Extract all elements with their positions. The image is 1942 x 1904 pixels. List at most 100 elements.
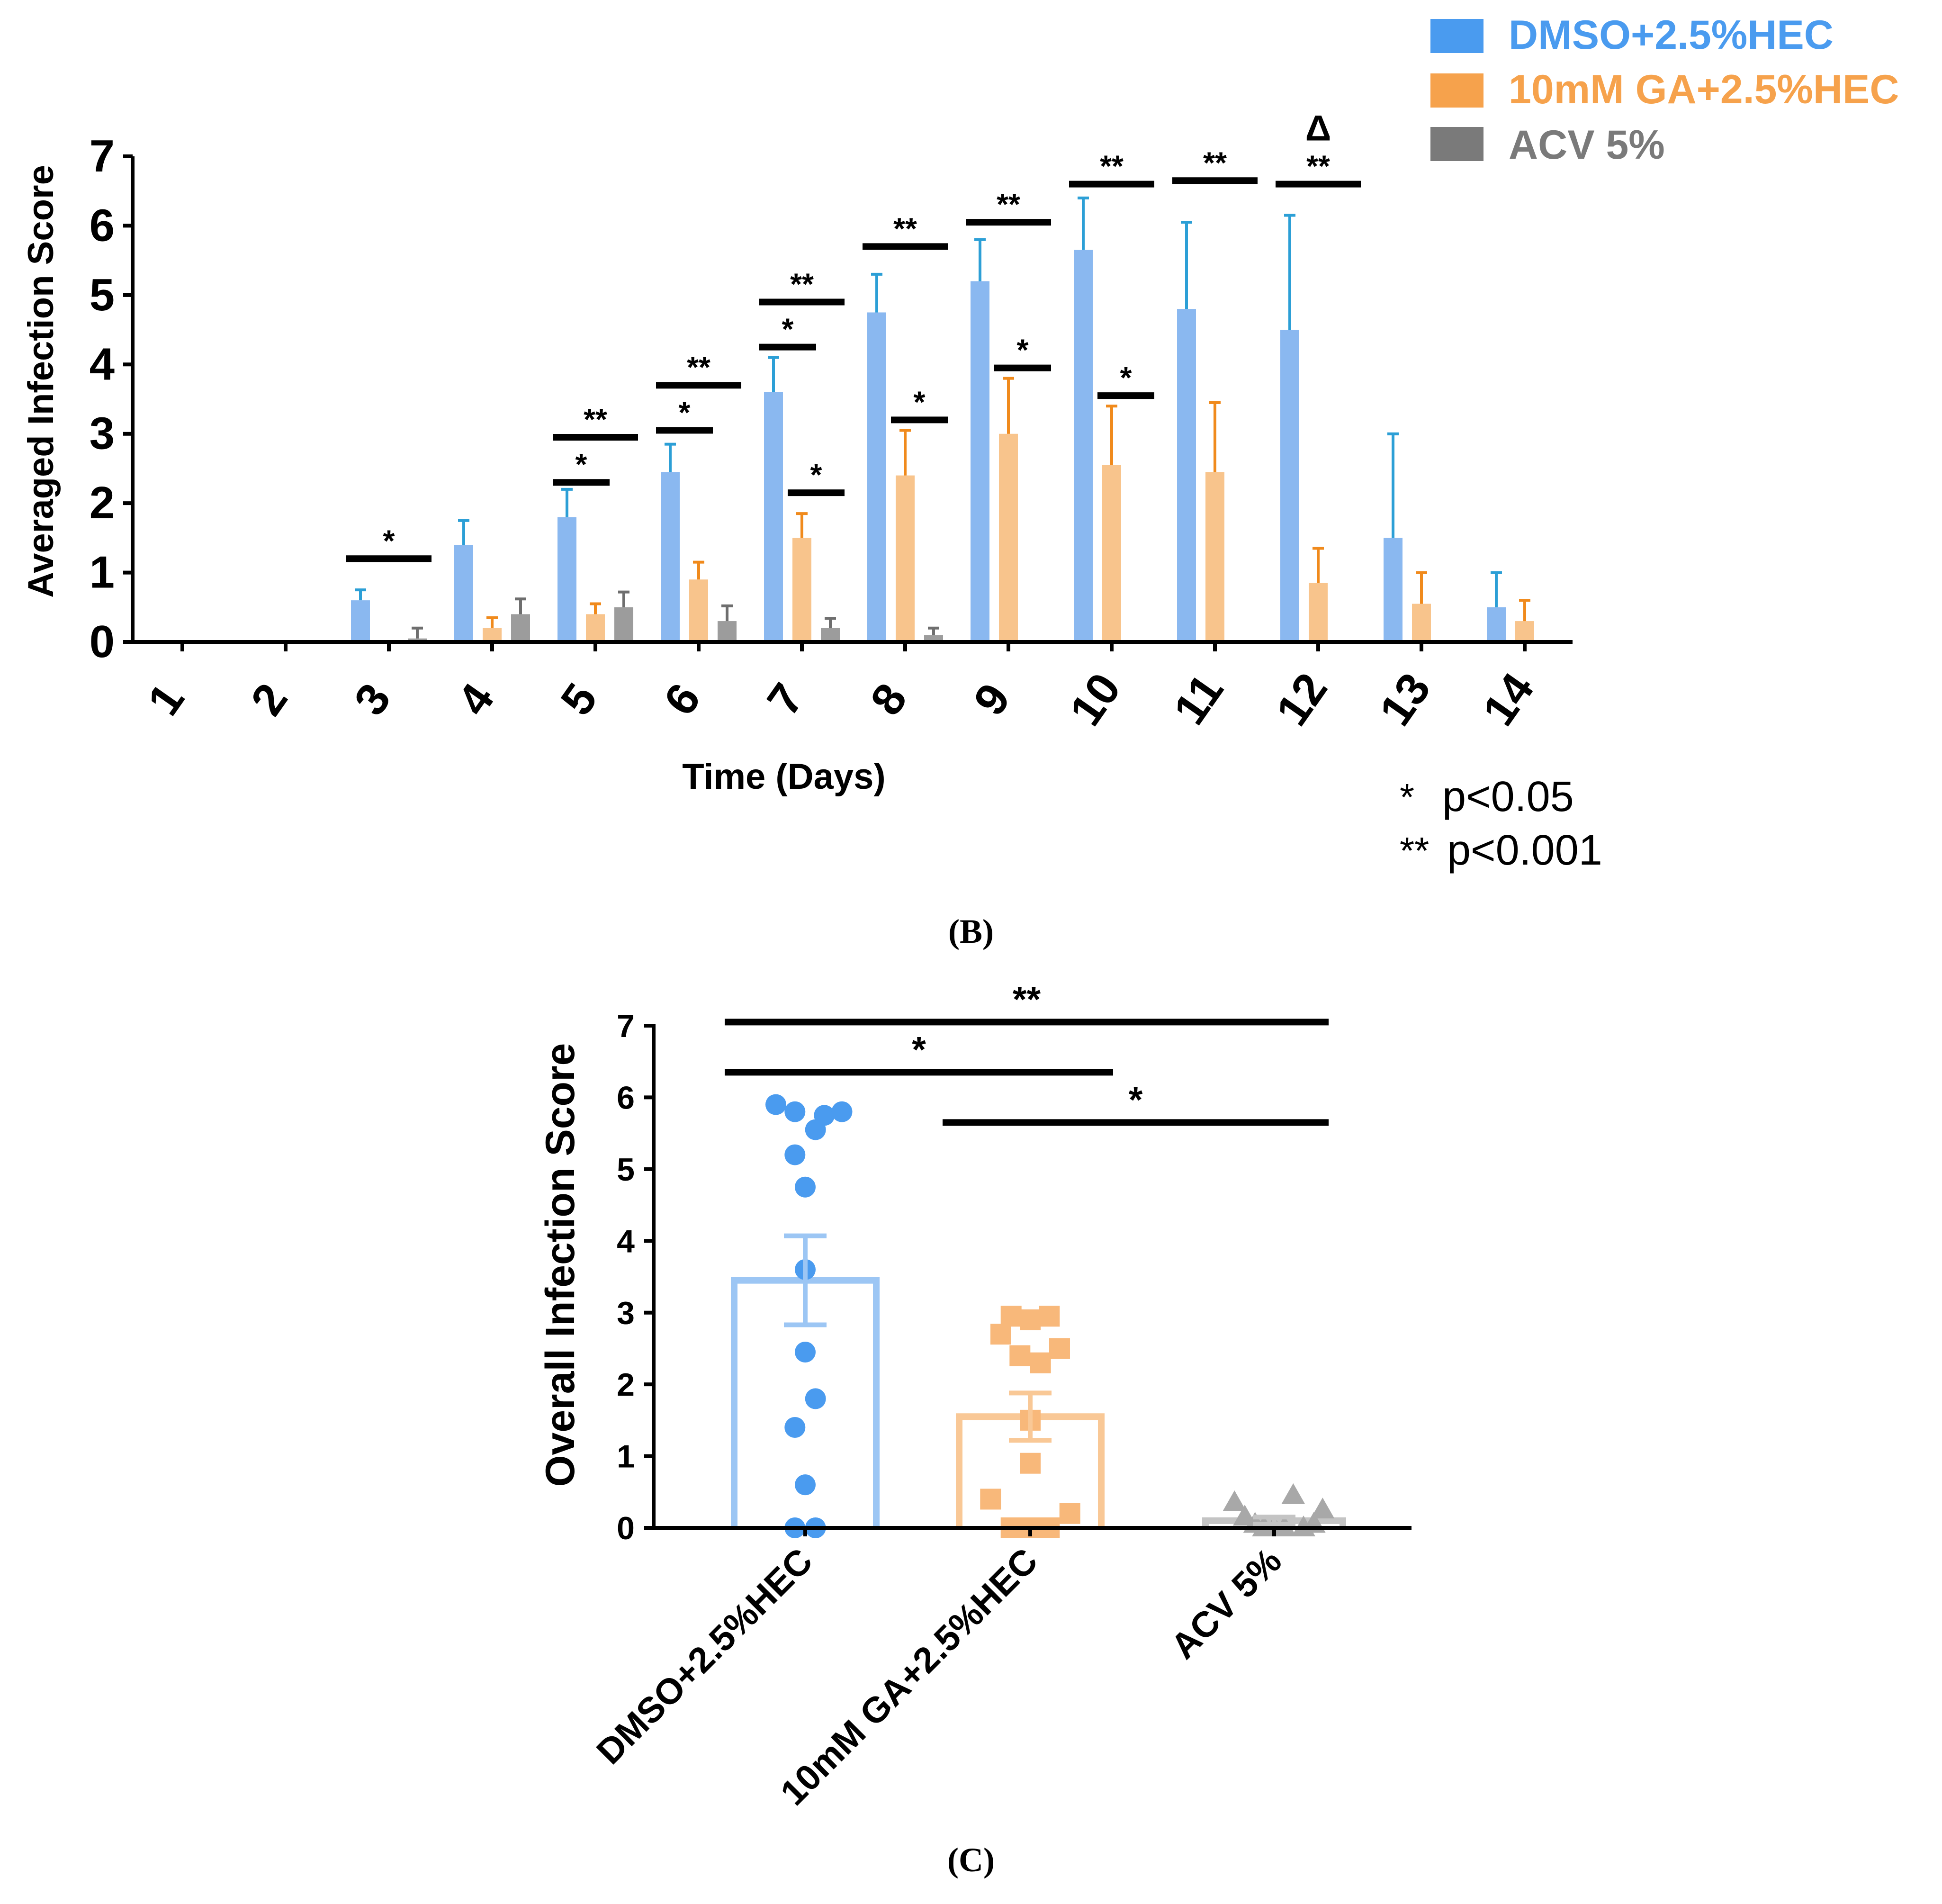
point-10mm-ga-2-5-hec-6 (1049, 1338, 1070, 1359)
point-acv-5-6 (1281, 1483, 1305, 1504)
point-dmso-2-5-hec-9 (805, 1388, 826, 1409)
point-dmso-2-5-hec-11 (795, 1474, 816, 1496)
point-dmso-2-5-hec-1 (784, 1101, 806, 1122)
y-tick-label-7: 7 (617, 1008, 635, 1044)
y-tick-label-3: 3 (90, 408, 115, 459)
x-tick-label-8: 8 (861, 675, 917, 724)
significance-label-0: * (383, 523, 395, 558)
y-axis-label: Overall Infection Score (538, 1043, 583, 1487)
sem-bars (784, 1233, 1295, 1527)
x-tick-label-11: 11 (1164, 665, 1233, 734)
y-tick-label-1: 1 (617, 1439, 635, 1475)
point-10mm-ga-2-5-hec-9 (980, 1489, 1001, 1510)
significance-label-0: ** (1013, 979, 1041, 1020)
bar-10mm-ga-2-5-hec-day-10 (1102, 465, 1121, 642)
legend-label-dmso: DMSO+2.5%HEC (1509, 12, 1834, 58)
x-tick-label-1: 1 (138, 675, 194, 724)
y-tick-label-6: 6 (617, 1080, 635, 1116)
bar-10mm-ga-2-5-hec-day-11 (1205, 472, 1224, 642)
bar-10mm-ga-2-5-hec-day-5 (586, 614, 605, 642)
bar-acv-5-day-4 (511, 614, 530, 642)
significance-label-2: ** (584, 402, 607, 436)
error-bars (355, 196, 1530, 639)
legend-swatch-ga (1430, 73, 1483, 108)
point-10mm-ga-2-5-hec-1 (1020, 1309, 1041, 1330)
footnote-text-2: p<0.001 (1447, 827, 1602, 874)
bar-acv-5-day-7 (821, 628, 840, 642)
x-tick-label-10: 10 (1060, 664, 1131, 735)
x-tick-label-14: 14 (1473, 664, 1544, 735)
x-tick-label-2: 2 (241, 675, 297, 724)
y-tick-label-4: 4 (90, 339, 115, 389)
significance-label-5: * (782, 312, 794, 346)
y-tick-label-2: 2 (617, 1367, 635, 1403)
bar-dmso-2-5-hec-day-5 (557, 517, 576, 642)
significance-label-11: * (1017, 333, 1029, 367)
bar-acv-5-day-5 (614, 607, 633, 642)
bar-dmso-2-5-hec-day-13 (1384, 538, 1403, 642)
y-tick-label-7: 7 (90, 131, 115, 181)
x-tick-label-6: 6 (654, 675, 710, 724)
significance-label-3: * (679, 395, 691, 429)
point-dmso-2-5-hec-8 (795, 1342, 816, 1363)
x-tick-label-4: 4 (448, 675, 503, 724)
legend: DMSO+2.5%HEC 10mM GA+2.5%HEC ACV 5% (1430, 12, 1899, 168)
y-axis-label: Averaged Infection Score (21, 165, 61, 598)
y-tick-label-0: 0 (90, 616, 115, 667)
data-points (765, 1094, 1335, 1538)
y-tick-label-5: 5 (617, 1152, 635, 1188)
x-tick-label-12: 12 (1267, 664, 1337, 735)
y-tick-label-3: 3 (617, 1295, 635, 1331)
x-tick-label-3: 3 (344, 675, 400, 724)
point-dmso-2-5-hec-6 (795, 1176, 816, 1198)
footnote-symbol-2: ** (1400, 830, 1429, 872)
point-dmso-2-5-hec-3 (814, 1105, 835, 1126)
bar-10mm-ga-2-5-hec-day-4 (483, 628, 502, 642)
significance-label-15: ** (1306, 149, 1330, 183)
significance-label-8: ** (893, 211, 917, 245)
point-10mm-ga-2-5-hec-0 (1000, 1306, 1022, 1327)
significance-label-1: * (575, 447, 587, 481)
bar-10mm-ga-2-5-hec-day-12 (1309, 583, 1328, 642)
legend-label-acv: ACV 5% (1509, 122, 1665, 168)
point-10mm-ga-2-5-hec-8 (1020, 1453, 1041, 1474)
point-dmso-2-5-hec-0 (765, 1094, 786, 1115)
significance-annotations: **** (725, 979, 1329, 1126)
significance-label-4: ** (687, 350, 710, 384)
point-10mm-ga-2-5-hec-10 (1059, 1503, 1080, 1524)
point-10mm-ga-2-5-hec-3 (990, 1324, 1011, 1345)
bar-dmso-2-5-hec-day-4 (454, 545, 473, 642)
bar-dmso-2-5-hec-day-9 (971, 281, 989, 642)
footnotes: * p<0.05 ** p<0.001 (1400, 773, 1602, 874)
point-10mm-ga-2-5-hec-4 (1009, 1345, 1031, 1366)
point-10mm-ga-2-5-hec-5 (1030, 1352, 1051, 1373)
significance-label-7: * (810, 458, 822, 492)
significance-label-13: * (1120, 361, 1132, 395)
x-tick-label-5: 5 (551, 675, 607, 724)
x-tick-label-13: 13 (1370, 664, 1440, 735)
y-tick-label-0: 0 (617, 1510, 635, 1546)
significance-label-2: * (1129, 1080, 1143, 1120)
significance-label-1: * (912, 1029, 926, 1070)
point-dmso-2-5-hec-4 (831, 1101, 853, 1122)
y-tick-label-1: 1 (90, 547, 115, 598)
bar-dmso-2-5-hec-day-11 (1177, 309, 1196, 642)
footnote-symbol-1: * (1400, 776, 1414, 818)
bar-10mm-ga-2-5-hec-day-7 (792, 538, 811, 642)
x-tick-label-dmso-2-5-hec: DMSO+2.5%HEC (589, 1541, 820, 1772)
x-tick-label-7: 7 (757, 675, 813, 724)
bar-dmso-2-5-hec-day-6 (661, 472, 680, 642)
significance-label-12: ** (1100, 149, 1124, 183)
point-acv-5-9 (1311, 1498, 1335, 1519)
bar-10mm-ga-2-5-hec-day-9 (999, 433, 1018, 642)
bar-acv-5-day-6 (718, 621, 737, 642)
bar-10mm-ga-2-5-hec-day-14 (1515, 621, 1534, 642)
significance-annotations: **** ****************** **Δ (346, 108, 1361, 562)
bar-10mm-ga-2-5-hec-day-13 (1412, 604, 1431, 642)
bar-dmso-2-5-hec-day-8 (867, 312, 886, 642)
significance-label-14: ** (1203, 145, 1227, 180)
y-tick-label-2: 2 (90, 478, 115, 528)
bars (351, 250, 1534, 642)
